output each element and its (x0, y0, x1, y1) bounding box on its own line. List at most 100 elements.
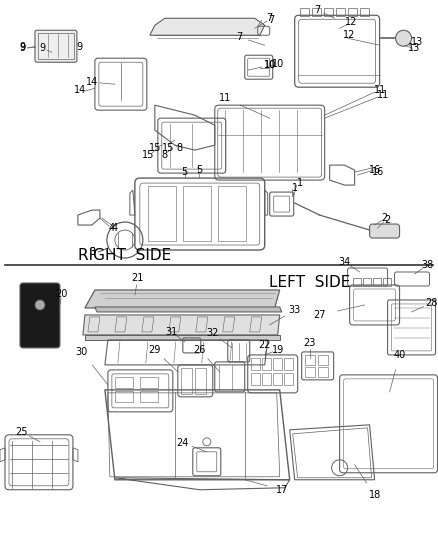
Text: 5: 5 (182, 167, 188, 177)
Bar (273, 373, 282, 385)
Bar (318, 367, 328, 377)
Text: 15: 15 (141, 150, 154, 160)
Text: 9: 9 (77, 42, 83, 52)
Polygon shape (83, 315, 280, 335)
Circle shape (35, 300, 45, 310)
Bar (284, 373, 293, 385)
Bar (148, 186, 176, 241)
Text: 28: 28 (425, 298, 438, 308)
Text: 27: 27 (314, 310, 326, 320)
Text: 1: 1 (292, 183, 298, 193)
Text: 34: 34 (339, 257, 351, 267)
Text: 4: 4 (112, 223, 118, 233)
Bar (273, 358, 282, 370)
Text: 9: 9 (19, 42, 25, 52)
Text: 14: 14 (74, 85, 86, 95)
Text: 17: 17 (276, 484, 288, 495)
Text: 38: 38 (421, 260, 434, 270)
Text: 13: 13 (411, 37, 424, 47)
Bar (251, 358, 260, 370)
Text: 16: 16 (371, 167, 384, 177)
Bar (318, 355, 328, 365)
Text: 40: 40 (393, 350, 406, 360)
Text: 31: 31 (166, 327, 178, 337)
Bar (115, 391, 133, 402)
FancyBboxPatch shape (35, 30, 77, 62)
Text: 20: 20 (56, 289, 68, 299)
Text: 21: 21 (132, 273, 144, 283)
Text: 26: 26 (194, 345, 206, 355)
Polygon shape (85, 335, 280, 340)
Bar (353, 278, 360, 286)
FancyBboxPatch shape (20, 283, 60, 348)
Text: LEFT  SIDE: LEFT SIDE (269, 276, 350, 290)
Text: 23: 23 (304, 338, 316, 348)
Text: 5: 5 (197, 165, 203, 175)
Bar (305, 355, 314, 365)
Text: 3: 3 (89, 247, 95, 257)
Text: 1: 1 (297, 178, 303, 188)
Text: 10: 10 (264, 60, 276, 70)
Text: 22: 22 (258, 340, 271, 350)
Bar (300, 9, 309, 17)
Text: 3: 3 (89, 247, 95, 257)
Text: 30: 30 (76, 347, 88, 357)
Bar (284, 358, 293, 370)
Text: 7: 7 (267, 13, 273, 23)
Text: 18: 18 (368, 490, 381, 500)
Text: 12: 12 (343, 30, 356, 41)
Text: 12: 12 (346, 17, 358, 27)
Bar (363, 278, 371, 286)
Text: 7: 7 (268, 15, 275, 25)
Bar (360, 9, 369, 17)
Bar (305, 367, 314, 377)
Bar (262, 358, 271, 370)
Bar (262, 373, 271, 385)
Text: 25: 25 (16, 427, 28, 437)
Text: 19: 19 (272, 345, 284, 355)
Text: 32: 32 (207, 328, 219, 338)
Bar (312, 9, 321, 17)
Text: 16: 16 (368, 165, 381, 175)
Text: 33: 33 (289, 305, 301, 315)
Text: 2: 2 (385, 215, 391, 225)
Text: 11: 11 (219, 93, 231, 103)
Bar (251, 373, 260, 385)
FancyBboxPatch shape (370, 224, 399, 238)
Bar (336, 9, 345, 17)
Bar (195, 368, 206, 394)
Text: 4: 4 (109, 223, 115, 233)
Text: 24: 24 (177, 438, 189, 448)
Bar (218, 186, 246, 241)
Text: RIGHT  SIDE: RIGHT SIDE (78, 247, 172, 263)
Text: 29: 29 (148, 345, 161, 355)
Polygon shape (95, 307, 282, 312)
Bar (373, 278, 381, 286)
Text: 15: 15 (162, 143, 174, 153)
Text: 10: 10 (272, 59, 284, 69)
Text: 9: 9 (39, 43, 45, 53)
Text: 11: 11 (377, 90, 389, 100)
Polygon shape (85, 290, 280, 308)
Text: 2: 2 (381, 213, 388, 223)
Bar (38, 33, 74, 59)
Bar (140, 377, 158, 388)
Bar (382, 278, 391, 286)
Text: 11: 11 (374, 85, 386, 95)
Bar (181, 368, 192, 394)
Circle shape (396, 30, 412, 46)
Text: 8: 8 (177, 143, 183, 153)
Text: 10: 10 (264, 60, 276, 70)
Polygon shape (150, 18, 265, 35)
Text: 8: 8 (162, 150, 168, 160)
Text: 13: 13 (408, 43, 420, 53)
Bar (324, 9, 332, 17)
Text: 15: 15 (148, 143, 161, 153)
Text: 14: 14 (86, 77, 98, 87)
Text: 9: 9 (19, 43, 25, 53)
Text: 7: 7 (314, 5, 321, 15)
Bar (348, 9, 357, 17)
Bar (183, 186, 211, 241)
Bar (140, 391, 158, 402)
Text: 7: 7 (237, 33, 243, 42)
